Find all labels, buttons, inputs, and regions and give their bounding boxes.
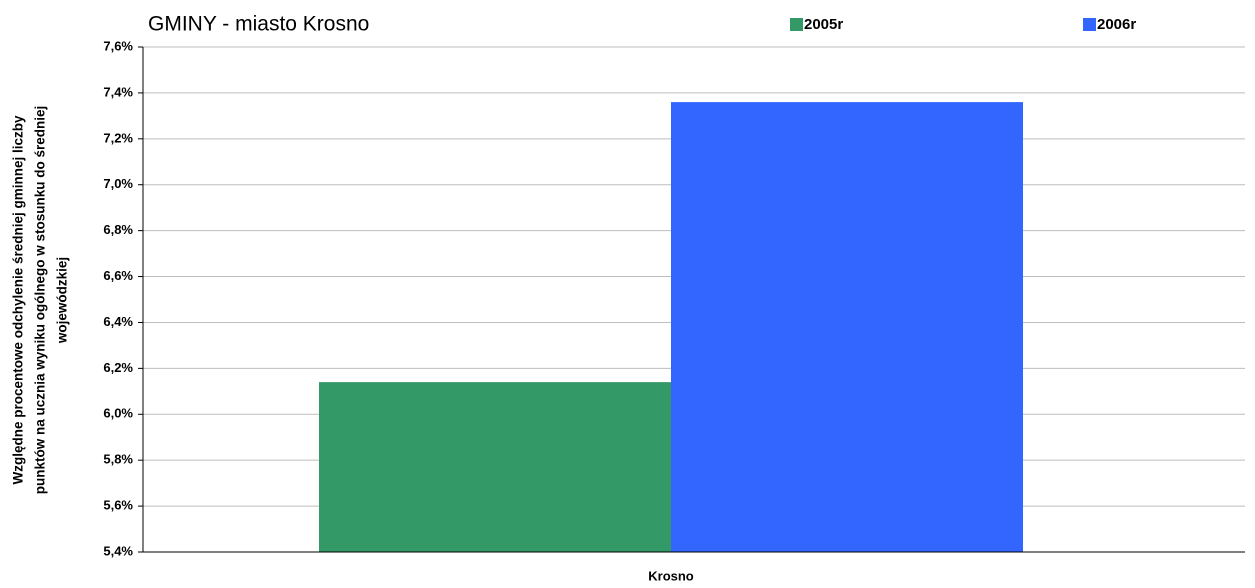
y-axis-label: wojewódzkiej bbox=[55, 257, 70, 344]
y-tick-label: 7,2% bbox=[103, 130, 133, 145]
legend-swatch bbox=[1083, 18, 1096, 31]
legend-label: 2006r bbox=[1097, 16, 1136, 33]
y-axis-label: Względne procentowe odchylenie średniej … bbox=[11, 115, 26, 485]
y-tick-label: 6,8% bbox=[103, 222, 133, 237]
y-tick-label: 5,6% bbox=[103, 498, 133, 513]
y-tick-label: 7,4% bbox=[103, 84, 133, 99]
y-tick-label: 6,4% bbox=[103, 314, 133, 329]
chart-title: GMINY - miasto Krosno bbox=[148, 13, 369, 36]
bar bbox=[671, 102, 1023, 552]
y-axis-label: punktów na ucznia wyniku ogólnego w stos… bbox=[33, 106, 48, 495]
bar bbox=[319, 382, 671, 552]
y-tick-label: 7,6% bbox=[103, 38, 133, 53]
legend-swatch bbox=[790, 18, 803, 31]
x-tick-label: Krosno bbox=[648, 568, 694, 583]
y-tick-label: 6,0% bbox=[103, 406, 133, 421]
legend-label: 2005r bbox=[804, 16, 843, 33]
y-tick-label: 6,2% bbox=[103, 360, 133, 375]
y-tick-label: 5,8% bbox=[103, 452, 133, 467]
y-tick-label: 6,6% bbox=[103, 268, 133, 283]
y-tick-label: 7,0% bbox=[103, 176, 133, 191]
y-tick-label: 5,4% bbox=[103, 543, 133, 558]
